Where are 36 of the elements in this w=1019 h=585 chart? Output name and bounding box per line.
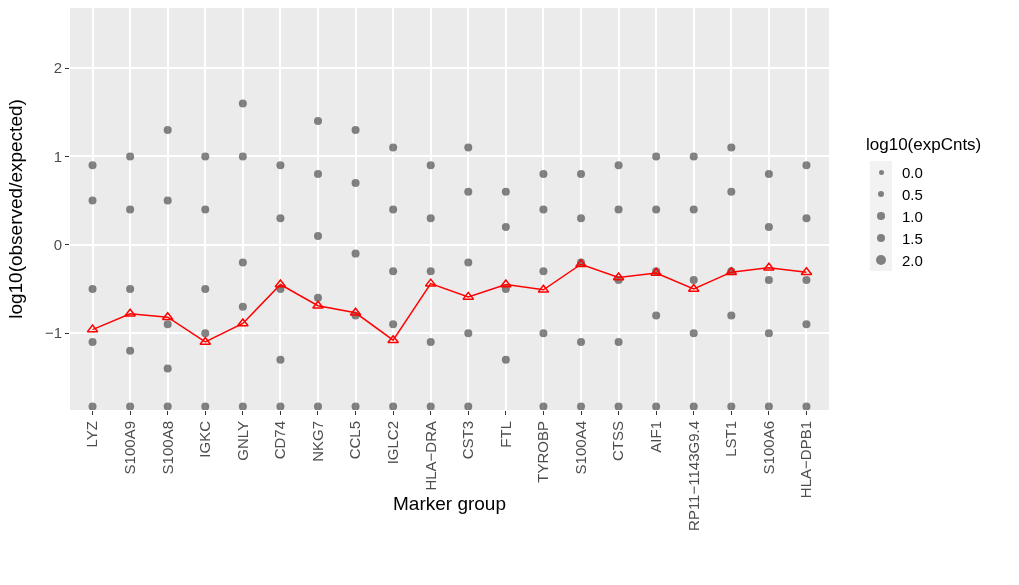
x-tick-label: S100A4 (571, 421, 589, 475)
y-tick-label: −1 (44, 324, 62, 342)
x-tick-label: CCL5 (346, 421, 364, 460)
y-tick-label: 2 (53, 59, 62, 77)
x-tick-label: TYROBP (534, 421, 552, 483)
x-tick-label: S100A6 (759, 421, 777, 475)
point (161, 311, 174, 321)
text: 1.5 (902, 229, 923, 247)
x-tick-label: IGKC (196, 420, 214, 458)
x-axis-title: Marker group (393, 492, 506, 514)
point (800, 266, 813, 276)
text: 2.0 (902, 251, 923, 269)
x-tick-label: LST1 (722, 421, 740, 457)
x-tick-label: S100A8 (158, 421, 176, 475)
text: 0.0 (902, 163, 923, 181)
point (387, 334, 400, 344)
x-tick-label: S100A9 (120, 421, 138, 475)
x-tick-label: NKG7 (308, 421, 326, 462)
x-tick-label: CD74 (271, 421, 289, 460)
point (312, 300, 324, 309)
x-tick-label: HLA−DRA (421, 421, 439, 491)
x-tick-label: CTSS (609, 421, 627, 462)
x-tick-label: LYZ (83, 421, 101, 448)
text: 1.0 (902, 207, 923, 225)
y-axis-title: log10(observed/expected) (5, 99, 26, 319)
x-tick-label: HLA−DPB1 (797, 421, 815, 499)
y-tick-label: 0 (53, 236, 62, 254)
x-tick-label: GNLY (233, 421, 251, 461)
x-tick-label: FTL (496, 421, 514, 448)
text: 0.5 (902, 185, 923, 203)
x-tick-label: CST3 (459, 421, 477, 460)
legend-title: log10(expCnts) (866, 135, 982, 155)
x-tick-label: IGLC2 (384, 421, 402, 465)
y-tick-label: 1 (53, 147, 62, 165)
x-tick-label: RP11−1143G9.4 (684, 421, 702, 531)
x-tick-label: AIF1 (647, 421, 665, 453)
